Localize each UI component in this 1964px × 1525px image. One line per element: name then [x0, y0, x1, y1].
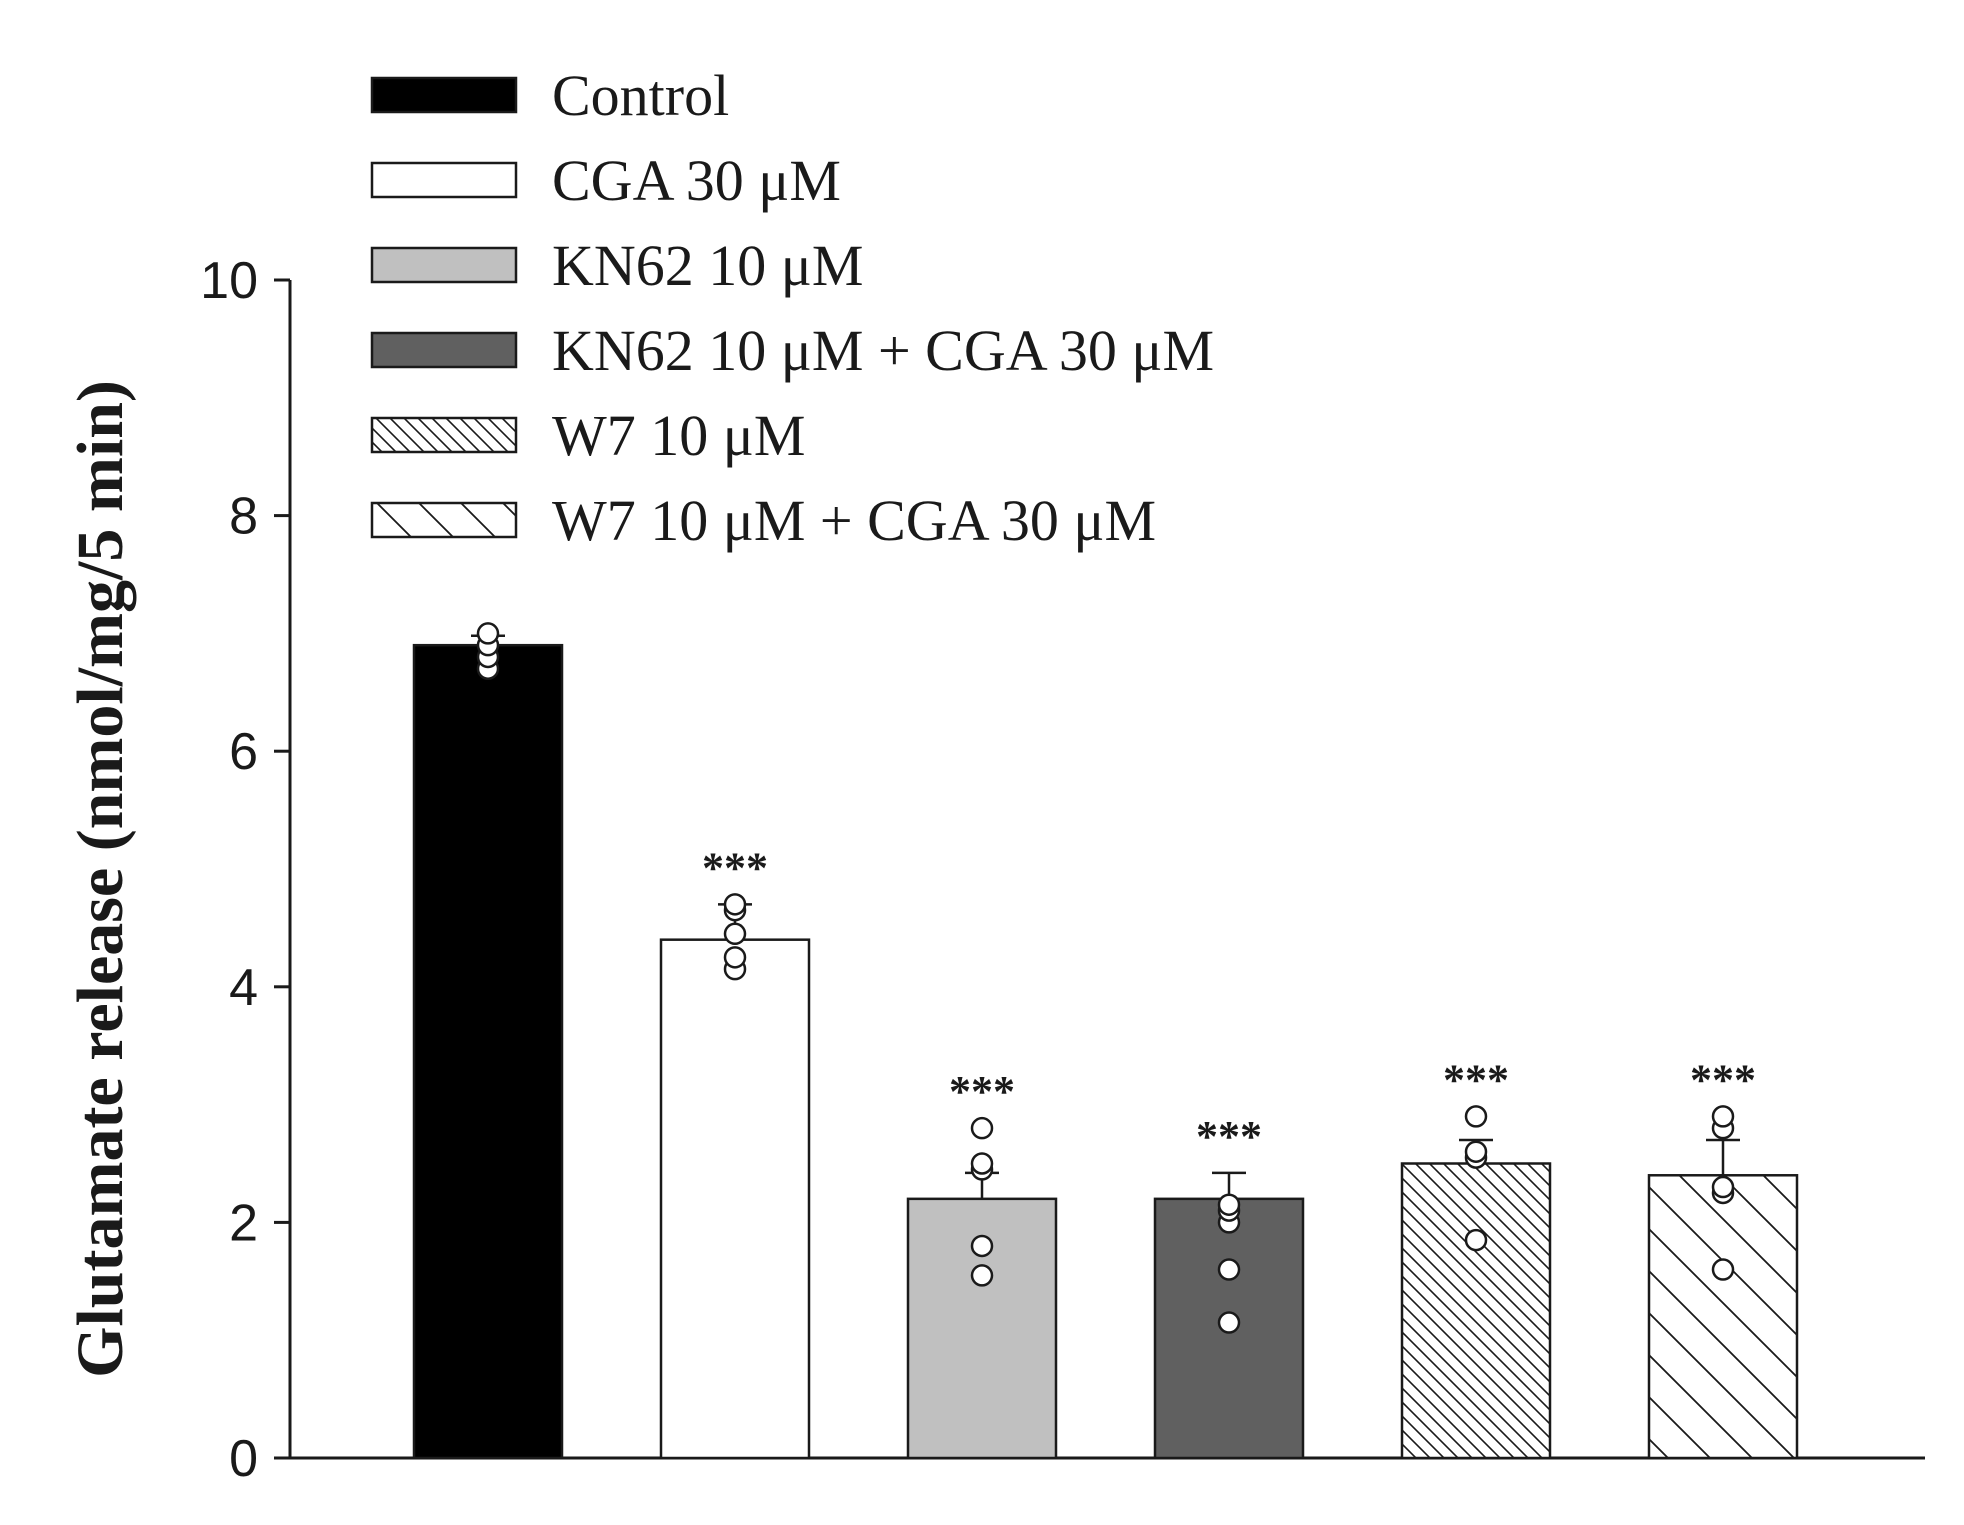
bar — [1400, 1162, 1552, 1460]
legend-swatch — [370, 246, 518, 284]
data-point — [1711, 1105, 1735, 1128]
bar-group: *** — [1153, 1112, 1305, 1460]
data-point — [1711, 1175, 1735, 1199]
legend-label: KN62 10 μM + CGA 30 μM — [552, 318, 1214, 383]
data-point — [970, 1116, 994, 1140]
significance-label: *** — [949, 1067, 1015, 1116]
data-point — [1217, 1311, 1241, 1334]
y-axis-label: Glutamate release (nmol/mg/5 min) — [64, 380, 137, 1378]
legend-swatch — [370, 501, 518, 539]
legend-label: W7 10 μM — [552, 403, 805, 468]
bar — [412, 643, 564, 1460]
legend-swatch — [370, 161, 518, 199]
y-tick-label: 4 — [229, 959, 258, 1017]
bars: *** *** *** *** *** — [412, 622, 1799, 1460]
y-tick-label: 2 — [229, 1194, 258, 1252]
bar — [659, 938, 811, 1460]
y-tick-label: 6 — [229, 723, 258, 781]
y-tick-label: 0 — [229, 1430, 258, 1488]
data-point — [1464, 1105, 1488, 1128]
legend-item: KN62 10 μM — [370, 233, 863, 298]
legend-label: KN62 10 μM — [552, 233, 863, 298]
data-point — [476, 622, 500, 645]
legend-item: W7 10 μM + CGA 30 μM — [370, 488, 1156, 553]
legend-swatch — [370, 331, 518, 369]
legend-item: W7 10 μM — [370, 403, 805, 468]
legend-label: Control — [552, 63, 729, 128]
significance-label: *** — [1443, 1055, 1509, 1104]
legend-item: KN62 10 μM + CGA 30 μM — [370, 318, 1214, 383]
bar-group: *** — [906, 1067, 1058, 1460]
data-point — [1217, 1258, 1241, 1281]
legend-swatch — [370, 76, 518, 114]
data-point — [970, 1234, 994, 1258]
legend-label: CGA 30 μM — [552, 148, 841, 213]
y-tick-label: 8 — [229, 488, 258, 546]
data-point — [1711, 1258, 1735, 1281]
data-point — [970, 1264, 994, 1287]
legend-item: Control — [370, 63, 729, 128]
data-point — [1464, 1140, 1488, 1163]
bar-group: *** — [659, 843, 811, 1460]
legend: Control CGA 30 μM KN62 10 μM KN62 10 μM + C… — [370, 63, 1214, 553]
data-point — [1464, 1228, 1488, 1252]
bar-group: *** — [1647, 1055, 1799, 1460]
legend-swatch — [370, 416, 518, 454]
legend-label: W7 10 μM + CGA 30 μM — [552, 488, 1156, 553]
significance-label: *** — [1196, 1112, 1262, 1161]
data-point — [723, 946, 747, 969]
data-point — [723, 922, 747, 946]
data-point — [1217, 1193, 1241, 1216]
data-point — [970, 1152, 994, 1175]
axes: 0 2 4 6 8 10 Glutamate release (nmol/mg/5 min) — [64, 252, 1925, 1488]
bar — [1647, 1174, 1799, 1460]
data-point — [723, 893, 747, 916]
legend-item: CGA 30 μM — [370, 148, 841, 213]
significance-label: *** — [1690, 1055, 1756, 1104]
bar-group: *** — [1400, 1055, 1552, 1460]
bar-group — [412, 622, 564, 1460]
y-tick-label: 10 — [200, 252, 258, 310]
significance-label: *** — [702, 843, 768, 892]
